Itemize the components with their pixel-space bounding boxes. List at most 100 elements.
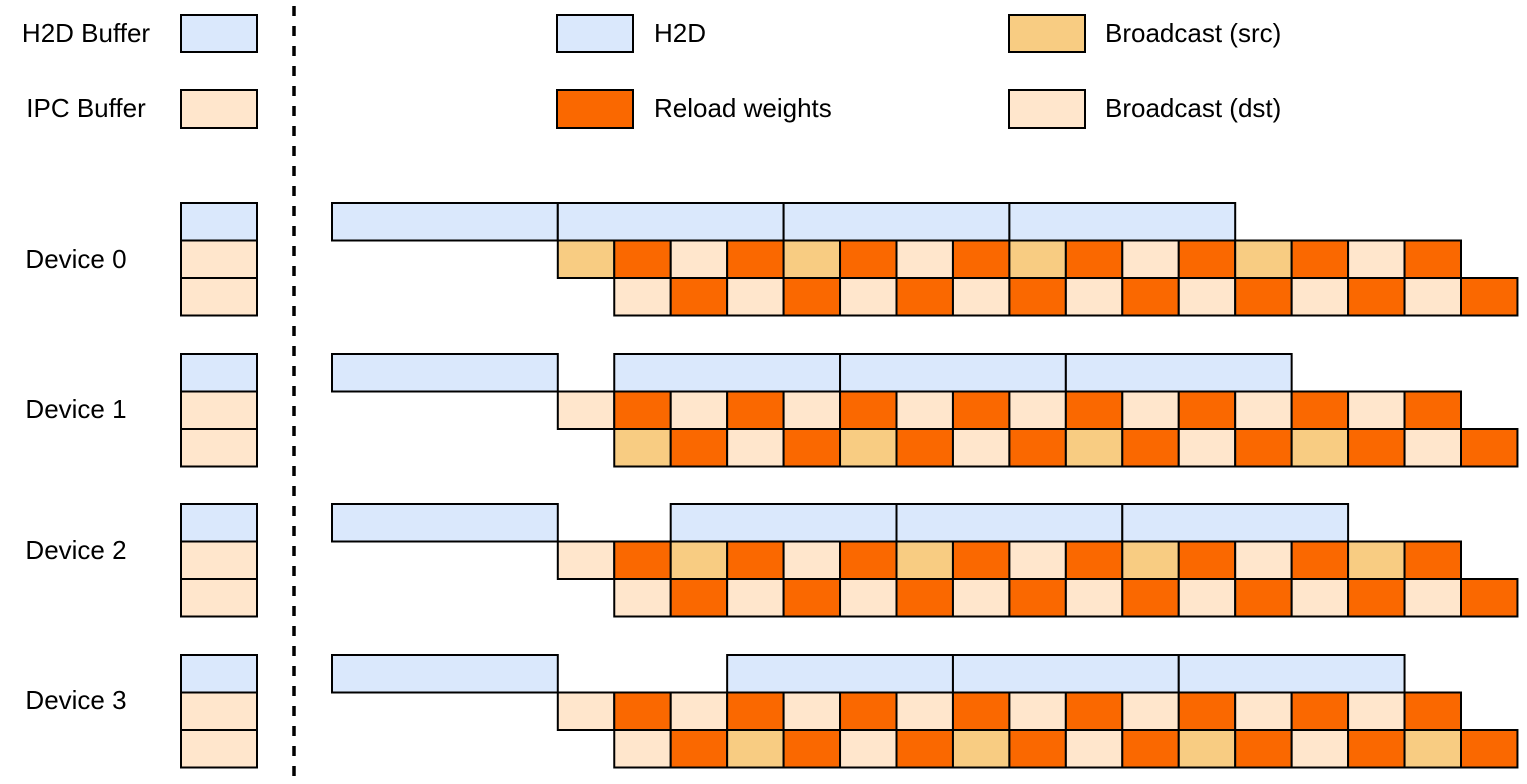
device-3-ipc2-op-reload: [1347, 729, 1406, 769]
device-3-ipc-buffer-2: [180, 729, 258, 769]
device-2-ipc1-op-bsrc: [669, 540, 729, 580]
device-3-ipc1-op-reload: [951, 691, 1011, 731]
device-3-ipc2-op-reload: [1121, 729, 1180, 769]
buffer-legend-swatch-h2d: [180, 14, 258, 53]
device-1-ipc1-op-bdst: [1008, 390, 1067, 430]
device-0-ipc1-op-reload: [1064, 239, 1124, 279]
device-2-ipc2-op-bdst: [1290, 578, 1350, 618]
device-2-ipc2-op-reload: [1460, 578, 1519, 618]
device-1-ipc1-op-reload: [1403, 390, 1463, 430]
device-0-ipc1-op-bsrc: [782, 239, 842, 279]
device-2-ipc2-op-bdst: [1177, 578, 1237, 618]
device-0-ipc1-op-bdst: [1347, 239, 1406, 279]
device-2-ipc2-op-reload: [895, 578, 954, 618]
device-0-ipc2-op-bdst: [613, 277, 672, 317]
device-1-ipc2-op-bdst: [1177, 428, 1237, 468]
device-3-ipc1-op-bdst: [1234, 691, 1293, 731]
device-rows: [180, 202, 1519, 769]
op-legend-swatch-h2d: [556, 14, 634, 53]
device-0-ipc-buffer-1: [180, 239, 258, 279]
device-3-ipc-buffer-1: [180, 691, 258, 731]
device-label-2: Device 2: [25, 535, 126, 565]
op-legend-swatch-reload: [556, 89, 634, 129]
device-1-ipc2-op-reload: [1347, 428, 1406, 468]
device-0-h2d-transfer: [331, 202, 559, 242]
device-0-ipc2-op-reload: [1008, 277, 1067, 317]
device-1-ipc-buffer-2: [180, 428, 258, 468]
device-1-ipc2-op-bdst: [726, 428, 785, 468]
op-legend-label-bdst: Broadcast (dst): [1105, 93, 1281, 123]
device-1-ipc1-op-reload: [1177, 390, 1237, 430]
device-0-ipc2-op-bdst: [839, 277, 898, 317]
device-0-ipc1-op-bsrc: [1008, 239, 1067, 279]
device-1-ipc2-op-bsrc: [1064, 428, 1124, 468]
device-2-ipc1-op-reload: [1290, 540, 1350, 580]
device-0-ipc2-op-reload: [669, 277, 729, 317]
device-0-ipc2-op-bdst: [1290, 277, 1350, 317]
device-2-h2d-transfer: [1121, 503, 1350, 543]
device-1-ipc1-op-bdst: [782, 390, 842, 430]
device-1-ipc2-op-bsrc: [1290, 428, 1350, 468]
device-3-ipc1-op-reload: [726, 691, 785, 731]
device-3-ipc1-op-bdst: [782, 691, 842, 731]
device-1-ipc1-op-reload: [1064, 390, 1124, 430]
device-2-ipc1-op-bdst: [1234, 540, 1293, 580]
device-label-1: Device 1: [25, 394, 126, 424]
device-3-ipc1-op-reload: [613, 691, 672, 731]
device-2-ipc2-op-bdst: [1064, 578, 1124, 618]
device-3-h2d-buffer: [180, 654, 258, 694]
op-legend-label-reload: Reload weights: [654, 93, 832, 123]
device-1-ipc2-op-reload: [1234, 428, 1293, 468]
device-3-ipc2-op-bsrc: [951, 729, 1011, 769]
device-3-ipc2-op-bdst: [839, 729, 898, 769]
device-0-h2d-transfer: [1008, 202, 1237, 242]
device-2-ipc2-op-bdst: [1403, 578, 1463, 618]
device-2-ipc1-op-reload: [1403, 540, 1463, 580]
device-3-ipc1-op-bdst: [556, 691, 616, 731]
device-1-ipc2-op-reload: [1008, 428, 1067, 468]
device-2-ipc2-op-reload: [1234, 578, 1293, 618]
device-0-ipc1-op-reload: [1290, 239, 1350, 279]
buffer-legend-label-ipc: IPC Buffer: [26, 93, 146, 123]
buffer-legend-label-h2d: H2D Buffer: [22, 18, 150, 48]
device-3-ipc2-op-bdst: [613, 729, 672, 769]
device-2-ipc2-op-reload: [1347, 578, 1406, 618]
device-3-ipc2-op-bsrc: [726, 729, 785, 769]
device-3-ipc1-op-bdst: [1008, 691, 1067, 731]
device-0-ipc2-op-bdst: [951, 277, 1011, 317]
device-2-h2d-transfer: [895, 503, 1124, 543]
device-1-ipc1-op-bdst: [1234, 390, 1293, 430]
device-2-h2d-transfer: [669, 503, 898, 543]
device-1-ipc1-op-bdst: [1121, 390, 1180, 430]
device-1-ipc1-op-reload: [951, 390, 1011, 430]
device-1-ipc2-op-reload: [895, 428, 954, 468]
device-2-ipc1-op-reload: [1064, 540, 1124, 580]
device-3-ipc2-op-bsrc: [1403, 729, 1463, 769]
device-0-ipc2-op-reload: [895, 277, 954, 317]
device-0-ipc2-op-reload: [1460, 277, 1519, 317]
device-1-h2d-transfer: [1064, 353, 1293, 393]
device-0-ipc2-op-bdst: [726, 277, 785, 317]
device-0-ipc1-op-reload: [726, 239, 785, 279]
op-legend-label-bsrc: Broadcast (src): [1105, 18, 1281, 48]
device-2-ipc1-op-reload: [951, 540, 1011, 580]
op-legend-swatch-bdst: [1008, 89, 1086, 129]
device-0-ipc2-op-reload: [782, 277, 842, 317]
device-3-ipc2-op-reload: [1460, 729, 1519, 769]
device-1-ipc1-op-reload: [839, 390, 898, 430]
device-0-ipc1-op-bsrc: [1234, 239, 1293, 279]
device-1-ipc2-op-reload: [1121, 428, 1180, 468]
device-0-ipc1-op-reload: [613, 239, 672, 279]
device-0-ipc2-op-reload: [1347, 277, 1406, 317]
device-1-ipc1-op-bdst: [556, 390, 616, 430]
device-2-ipc2-op-reload: [1121, 578, 1180, 618]
op-legend-label-h2d: H2D: [654, 18, 706, 48]
device-3-ipc2-op-reload: [1234, 729, 1293, 769]
buffer-legend-swatch-ipc: [180, 89, 258, 129]
device-3-ipc2-op-bdst: [1290, 729, 1350, 769]
device-2-ipc1-op-reload: [613, 540, 672, 580]
device-2-ipc2-op-bdst: [726, 578, 785, 618]
device-0-ipc2-op-bdst: [1177, 277, 1237, 317]
device-0-ipc1-op-bdst: [895, 239, 954, 279]
